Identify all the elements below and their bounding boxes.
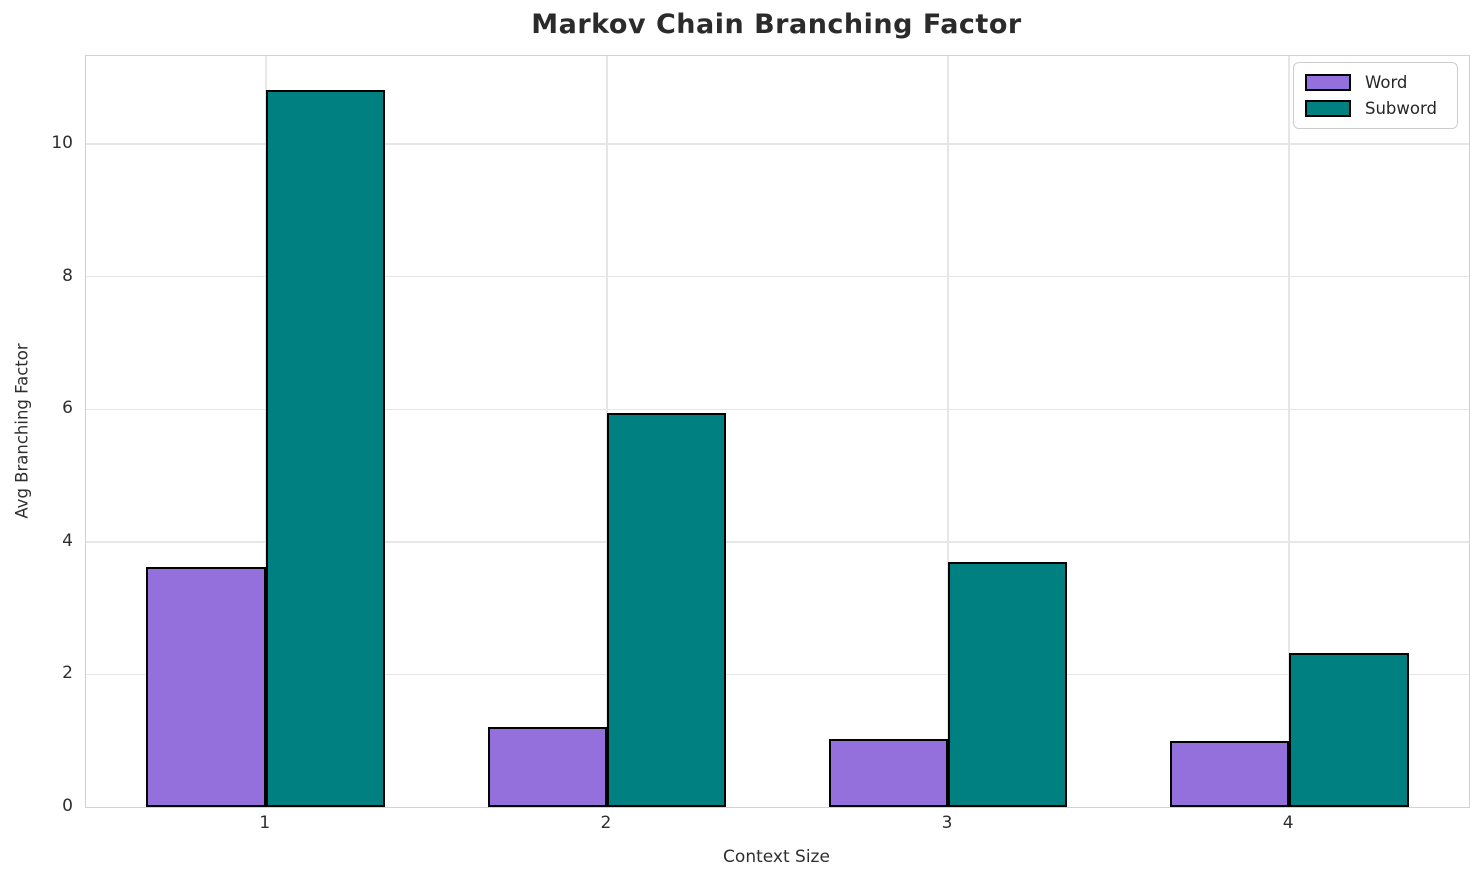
x-tick-label: 4 — [1282, 813, 1294, 833]
y-tick-label: 8 — [62, 265, 73, 286]
gridline-h — [86, 408, 1469, 411]
bar-subword-3 — [948, 562, 1068, 807]
gridline-h — [86, 541, 1469, 543]
legend: Word Subword — [1293, 62, 1458, 129]
y-tick-label: 2 — [62, 663, 73, 684]
legend-label: Subword — [1365, 99, 1437, 118]
chart-title: Markov Chain Branching Factor — [531, 9, 1022, 40]
legend-item: Word — [1305, 73, 1457, 92]
gridline-h — [86, 673, 1469, 676]
bar-word-4 — [1169, 740, 1290, 807]
bar-subword-4 — [1289, 652, 1409, 807]
bar-word-3 — [828, 738, 949, 807]
y-tick-label: 10 — [51, 133, 73, 154]
y-axis-label: Avg Branching Factor — [12, 343, 32, 519]
plot-area — [85, 55, 1470, 808]
bar-word-1 — [146, 567, 266, 807]
y-tick-label: 0 — [62, 796, 73, 816]
y-tick-label: 4 — [62, 530, 73, 551]
x-axis-label: Context Size — [723, 847, 830, 867]
gridline-v — [1288, 56, 1290, 807]
x-tick-label: 2 — [600, 813, 612, 833]
x-tick-label: 1 — [259, 813, 271, 833]
legend-swatch-word — [1305, 74, 1351, 91]
bar-subword-1 — [265, 90, 386, 807]
legend-item: Subword — [1305, 99, 1457, 118]
legend-swatch-subword — [1305, 100, 1351, 117]
bar-subword-2 — [606, 413, 727, 807]
legend-label: Word — [1365, 73, 1408, 92]
gridline-h — [86, 143, 1469, 145]
gridline-v — [947, 56, 949, 807]
x-tick-label: 3 — [941, 813, 953, 833]
y-tick-label: 6 — [62, 398, 73, 419]
bar-word-2 — [487, 726, 607, 807]
gridline-h — [86, 275, 1469, 278]
